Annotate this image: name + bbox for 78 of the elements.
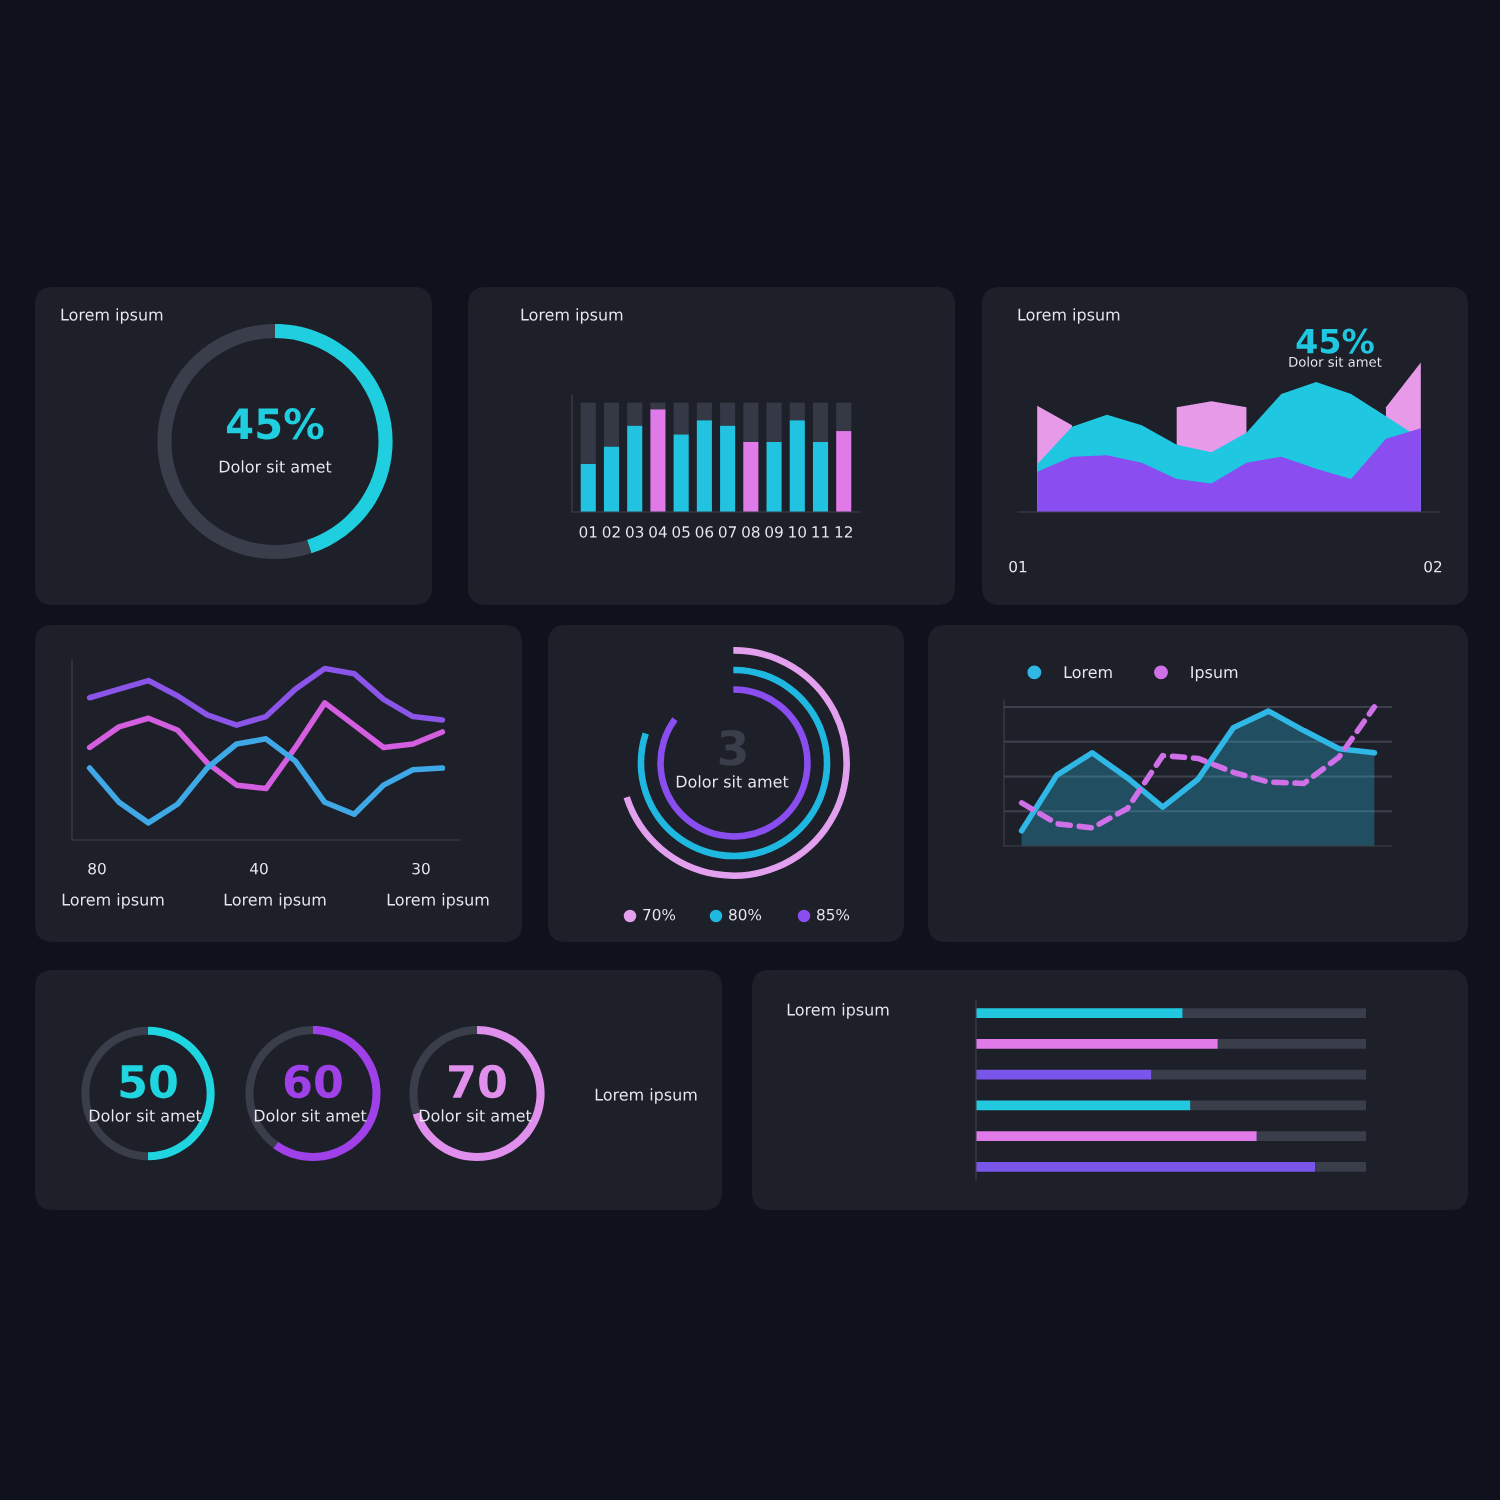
bar — [627, 425, 643, 512]
chart-title: Lorem ipsum — [61, 308, 163, 324]
x-tick-label: 10 — [789, 526, 806, 538]
text: Dolor sit amet — [254, 1109, 367, 1122]
bar — [836, 402, 852, 432]
text: 30 — [412, 862, 430, 875]
chart-title: Lorem ipsum — [521, 308, 623, 324]
bar — [673, 434, 689, 512]
bar — [720, 402, 736, 426]
text: Lorem ipsum — [387, 893, 489, 909]
data-label: 60 — [284, 1064, 342, 1099]
bar — [696, 420, 712, 512]
bar — [976, 1100, 1191, 1111]
text: Dolor sit amet — [419, 1109, 532, 1122]
bar — [720, 425, 736, 512]
text: Lorem ipsum — [787, 1003, 889, 1019]
x-tick-label: 08 — [742, 526, 760, 538]
bar — [696, 402, 712, 421]
data-label: 80% — [729, 908, 762, 921]
text: Lorem ipsum — [595, 1088, 697, 1104]
data-label: 50 — [120, 1064, 177, 1099]
legend-label: Ipsum — [1191, 666, 1238, 682]
x-tick-label: 05 — [672, 526, 690, 538]
text: Lorem ipsum — [224, 893, 326, 909]
x-tick-label: 11 — [812, 526, 829, 538]
x-tick-label: 01 — [579, 526, 597, 538]
data-label: 45% — [227, 407, 324, 440]
bar — [976, 1038, 1218, 1049]
bar — [1151, 1069, 1366, 1080]
bar — [743, 402, 759, 443]
bar — [603, 402, 620, 447]
bar — [1217, 1038, 1366, 1049]
bar — [976, 1131, 1257, 1142]
bar — [580, 463, 596, 512]
bar — [1190, 1100, 1366, 1111]
bar — [743, 442, 759, 512]
bar — [673, 402, 689, 435]
bar — [812, 402, 829, 443]
bar — [650, 409, 666, 512]
bar — [976, 1069, 1152, 1080]
bar — [627, 402, 643, 426]
text: Dolor sit amet — [219, 460, 332, 473]
text: 80 — [88, 862, 106, 875]
data-label: 70% — [643, 908, 676, 921]
text: Dolor sit amet — [89, 1109, 202, 1122]
bar — [789, 420, 805, 512]
bar — [766, 402, 782, 443]
bar — [789, 402, 805, 421]
chart-title: Lorem ipsum — [1018, 308, 1120, 324]
text: Dolor sit amet — [676, 775, 789, 788]
text: 02 — [1424, 560, 1442, 573]
x-tick-label: 12 — [835, 526, 852, 538]
bar — [1182, 1008, 1366, 1019]
bar — [766, 442, 782, 512]
bar — [1256, 1131, 1366, 1142]
text: 40 — [250, 862, 268, 875]
donut-slice — [412, 1025, 545, 1162]
data-label: 85% — [817, 908, 850, 921]
x-tick-label: 02 — [602, 526, 620, 538]
text: Lorem ipsum — [62, 893, 164, 909]
annotation: Dolor sit amet — [1289, 356, 1382, 367]
x-tick-label: 07 — [718, 526, 737, 538]
x-tick-label: 09 — [765, 526, 783, 538]
text: 01 — [1009, 560, 1027, 573]
legend-label: Lorem — [1064, 666, 1112, 679]
bar — [580, 402, 596, 464]
bar — [650, 402, 666, 410]
bar — [603, 446, 620, 512]
bar — [812, 442, 829, 512]
text: 45% — [1296, 328, 1374, 354]
bar — [836, 431, 852, 512]
data-label: 70 — [449, 1064, 506, 1099]
bar — [976, 1161, 1316, 1172]
x-tick-label: 03 — [626, 526, 644, 538]
bar — [976, 1008, 1183, 1019]
x-tick-label: 06 — [695, 526, 714, 538]
x-tick-label: 04 — [649, 526, 667, 538]
bar — [1315, 1161, 1366, 1172]
